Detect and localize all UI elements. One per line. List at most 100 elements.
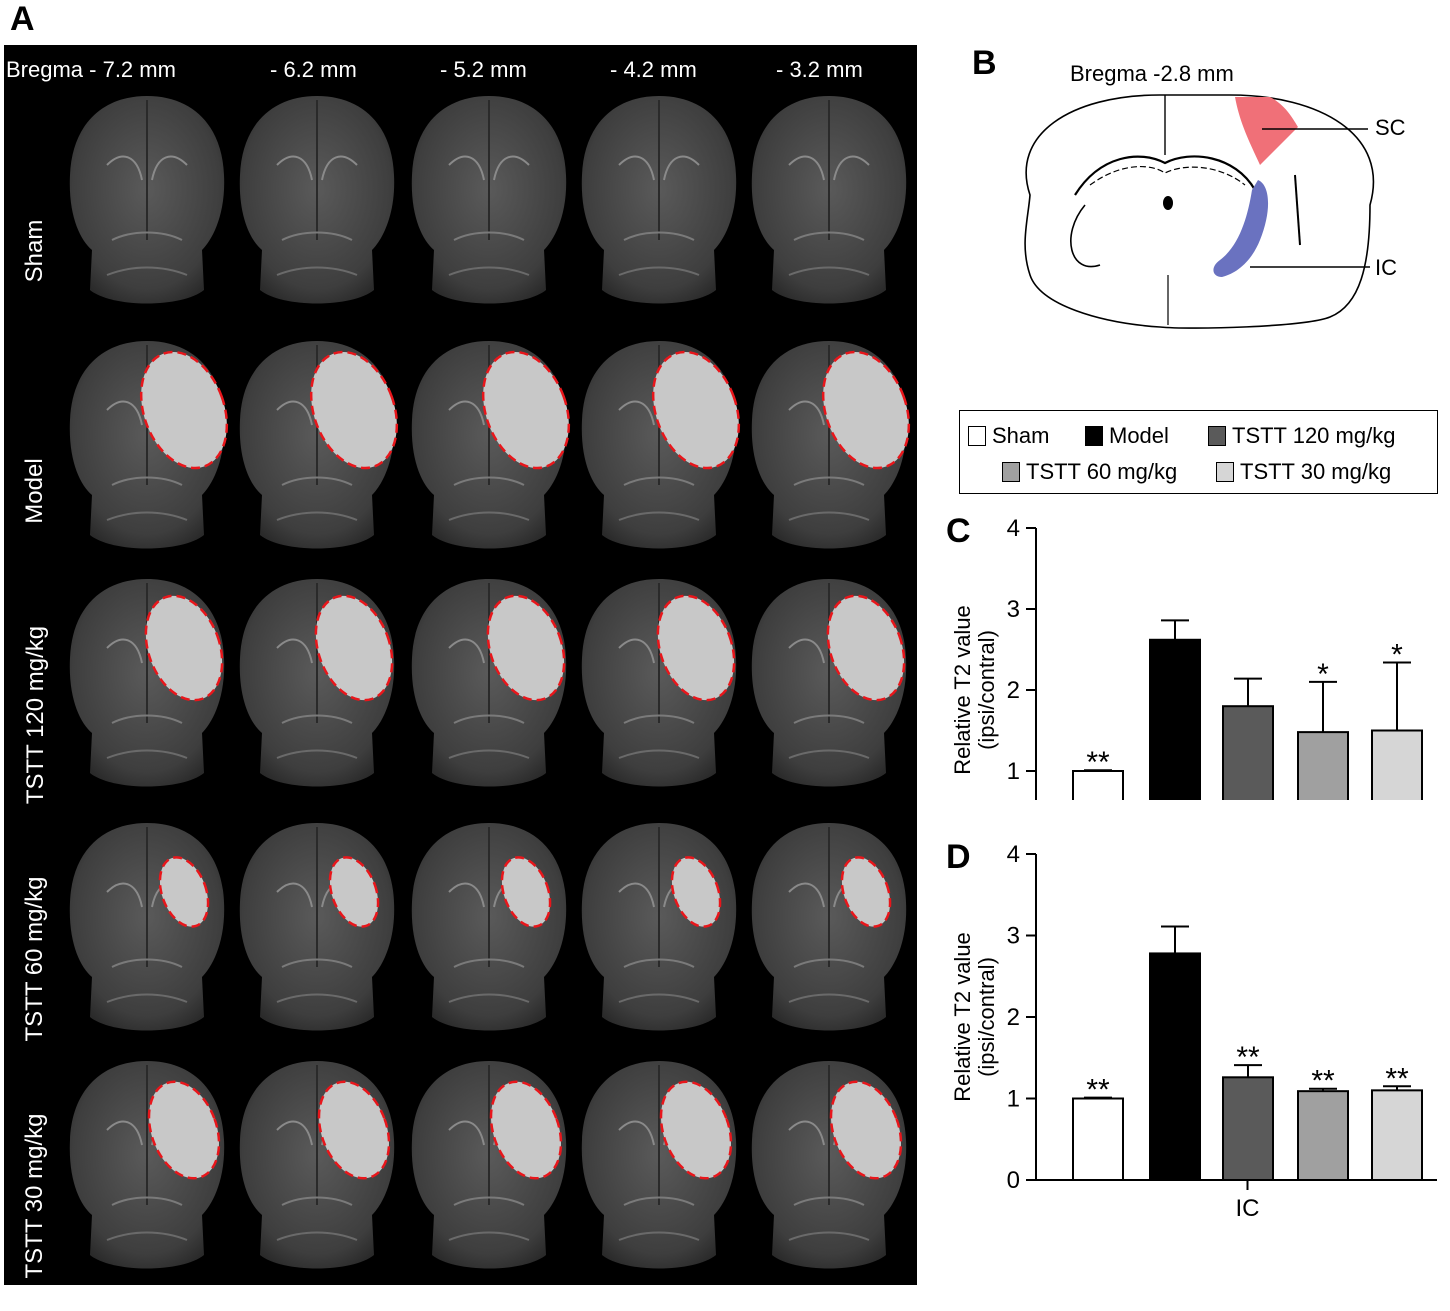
sc-region (1235, 97, 1298, 165)
lesion-outline (139, 350, 229, 470)
significance-marker: ** (1385, 1062, 1409, 1095)
mri-slice (751, 1061, 907, 1269)
bar-2 (1222, 705, 1274, 800)
legend-label-tstt-30: TSTT 30 mg/kg (1240, 459, 1392, 484)
mri-slice (751, 96, 907, 304)
legend-swatch-sham (968, 426, 986, 446)
legend-item-sham: Sham (968, 423, 1049, 449)
legend-item-tstt-30: TSTT 30 mg/kg (1216, 459, 1391, 485)
panel-letter-a: A (10, 0, 35, 38)
row-label-tstt-120: TSTT 120 mg/kg (22, 625, 49, 805)
legend-label-tstt-120: TSTT 120 mg/kg (1232, 423, 1396, 448)
lesion-outline (314, 594, 394, 702)
mri-slice (581, 1061, 737, 1269)
lesion-outline (500, 856, 552, 928)
mri-slice (751, 341, 911, 549)
legend-swatch-tstt-120 (1208, 426, 1226, 446)
mri-slice (239, 96, 395, 304)
mri-slice (239, 823, 395, 1031)
lesion-outline (309, 350, 399, 470)
mri-slice (411, 96, 567, 304)
lesion-outline (144, 594, 224, 702)
bar-3 (1297, 1090, 1349, 1182)
lesion-outline (481, 350, 571, 470)
lesion-outline (826, 594, 906, 702)
significance-marker: * (1317, 658, 1329, 691)
bar-1 (1149, 952, 1201, 1181)
lesion-outline (147, 1080, 221, 1180)
row-label-tstt-60: TSTT 60 mg/kg (21, 876, 48, 1042)
lesion-outline (489, 1080, 563, 1180)
y-axis-label: Relative T2 value (950, 932, 975, 1102)
bar-2 (1222, 1076, 1274, 1181)
column-header-bregma-7-2: Bregma - 7.2 mm (6, 57, 176, 82)
y-tick-label: 2 (1007, 677, 1020, 704)
lesion-outline (659, 1080, 733, 1180)
lesion-outline (317, 1080, 391, 1180)
ic-label: IC (1375, 255, 1397, 280)
mri-slice (581, 96, 737, 304)
row-label-model: Model (21, 458, 48, 524)
y-axis-label-unit: (ipsi/contral) (974, 957, 999, 1077)
mri-slice (411, 823, 567, 1031)
bar-4 (1371, 1089, 1423, 1182)
y-tick-label: 1 (1007, 758, 1020, 785)
y-axis-label-unit: (ipsi/contral) (974, 630, 999, 750)
lesion-outline (328, 856, 380, 928)
y-tick-label: 4 (1007, 841, 1020, 868)
mri-slice (581, 823, 737, 1031)
aqueduct (1163, 196, 1173, 210)
y-tick-label: 2 (1007, 1004, 1020, 1031)
bar-0 (1072, 1097, 1124, 1181)
y-tick-label: 1 (1007, 1086, 1020, 1113)
panel-letter-c: C (946, 512, 971, 550)
lesion-outline (651, 350, 741, 470)
y-tick-label: 3 (1007, 596, 1020, 623)
ic-region (1213, 180, 1269, 277)
mri-slice (411, 341, 571, 549)
mri-slice (69, 579, 225, 787)
sc-label: SC (1375, 115, 1406, 140)
mri-slice (69, 96, 225, 304)
legend-swatch-model (1085, 426, 1103, 446)
brain-atlas-section: Bregma -2.8 mm SC IC (990, 55, 1410, 375)
lesion-outline (829, 1080, 903, 1180)
legend-item-tstt-60: TSTT 60 mg/kg (1002, 459, 1177, 485)
y-tick-label: 4 (1007, 515, 1020, 542)
legend-swatch-tstt-30 (1216, 462, 1234, 482)
legend-label-sham: Sham (992, 423, 1050, 448)
y-axis-label: Relative T2 value (950, 605, 975, 775)
mri-slice (239, 341, 399, 549)
hippocampus-arc (1074, 155, 1256, 196)
x-axis-label: IC (1236, 1195, 1260, 1222)
row-label-sham: Sham (21, 219, 48, 283)
column-header-6-2: - 6.2 mm (270, 57, 357, 82)
panel-letter-b: B (972, 44, 997, 82)
mri-slice (69, 823, 225, 1031)
significance-marker: ** (1086, 1074, 1110, 1107)
lesion-outline (158, 856, 210, 928)
panel-letter-d: D (946, 838, 971, 876)
y-tick-label: 0 (1007, 1167, 1020, 1194)
hippocampus-inner-arc (1089, 165, 1246, 186)
bar-chart-sc: 01234SCRelative T2 value(ipsi/contral)**… (950, 515, 1423, 800)
mri-slice (69, 1061, 225, 1269)
legend-item-model: Model (1085, 423, 1169, 449)
significance-marker: * (1391, 638, 1403, 671)
significance-marker: ** (1236, 1041, 1260, 1074)
column-header-4-2: - 4.2 mm (610, 57, 697, 82)
right-cortex-line (1294, 174, 1301, 246)
lesion-outline (656, 594, 736, 702)
bar-3 (1297, 731, 1349, 800)
row-label-tstt-30: TSTT 30 mg/kg (21, 1113, 48, 1279)
column-header-5-2: - 5.2 mm (440, 57, 527, 82)
mri-slice (581, 579, 737, 787)
significance-marker: ** (1086, 746, 1110, 779)
legend-label-model: Model (1109, 423, 1169, 448)
mri-image-grid: Bregma - 7.2 mm - 6.2 mm - 5.2 mm - 4.2 … (4, 45, 917, 1285)
mri-slice (751, 823, 907, 1031)
brain-outline (1024, 94, 1375, 329)
lesion-outline (821, 350, 911, 470)
left-ventricle-arc (1070, 204, 1101, 268)
bar-1 (1149, 638, 1201, 800)
